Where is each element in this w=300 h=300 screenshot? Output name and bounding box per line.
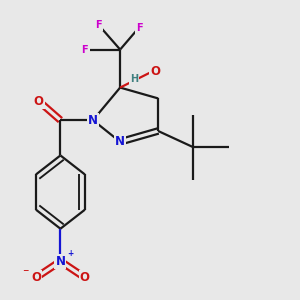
Text: +: + (67, 249, 73, 258)
Text: −: − (22, 266, 28, 275)
Text: N: N (56, 255, 65, 268)
Text: F: F (95, 20, 102, 30)
Text: F: F (136, 23, 142, 33)
Text: O: O (80, 271, 90, 284)
Text: N: N (115, 135, 125, 148)
Text: O: O (31, 271, 41, 284)
Text: O: O (150, 65, 161, 78)
Text: O: O (34, 94, 44, 108)
Text: N: N (88, 114, 98, 127)
Text: H: H (130, 74, 138, 84)
Text: F: F (82, 45, 88, 55)
